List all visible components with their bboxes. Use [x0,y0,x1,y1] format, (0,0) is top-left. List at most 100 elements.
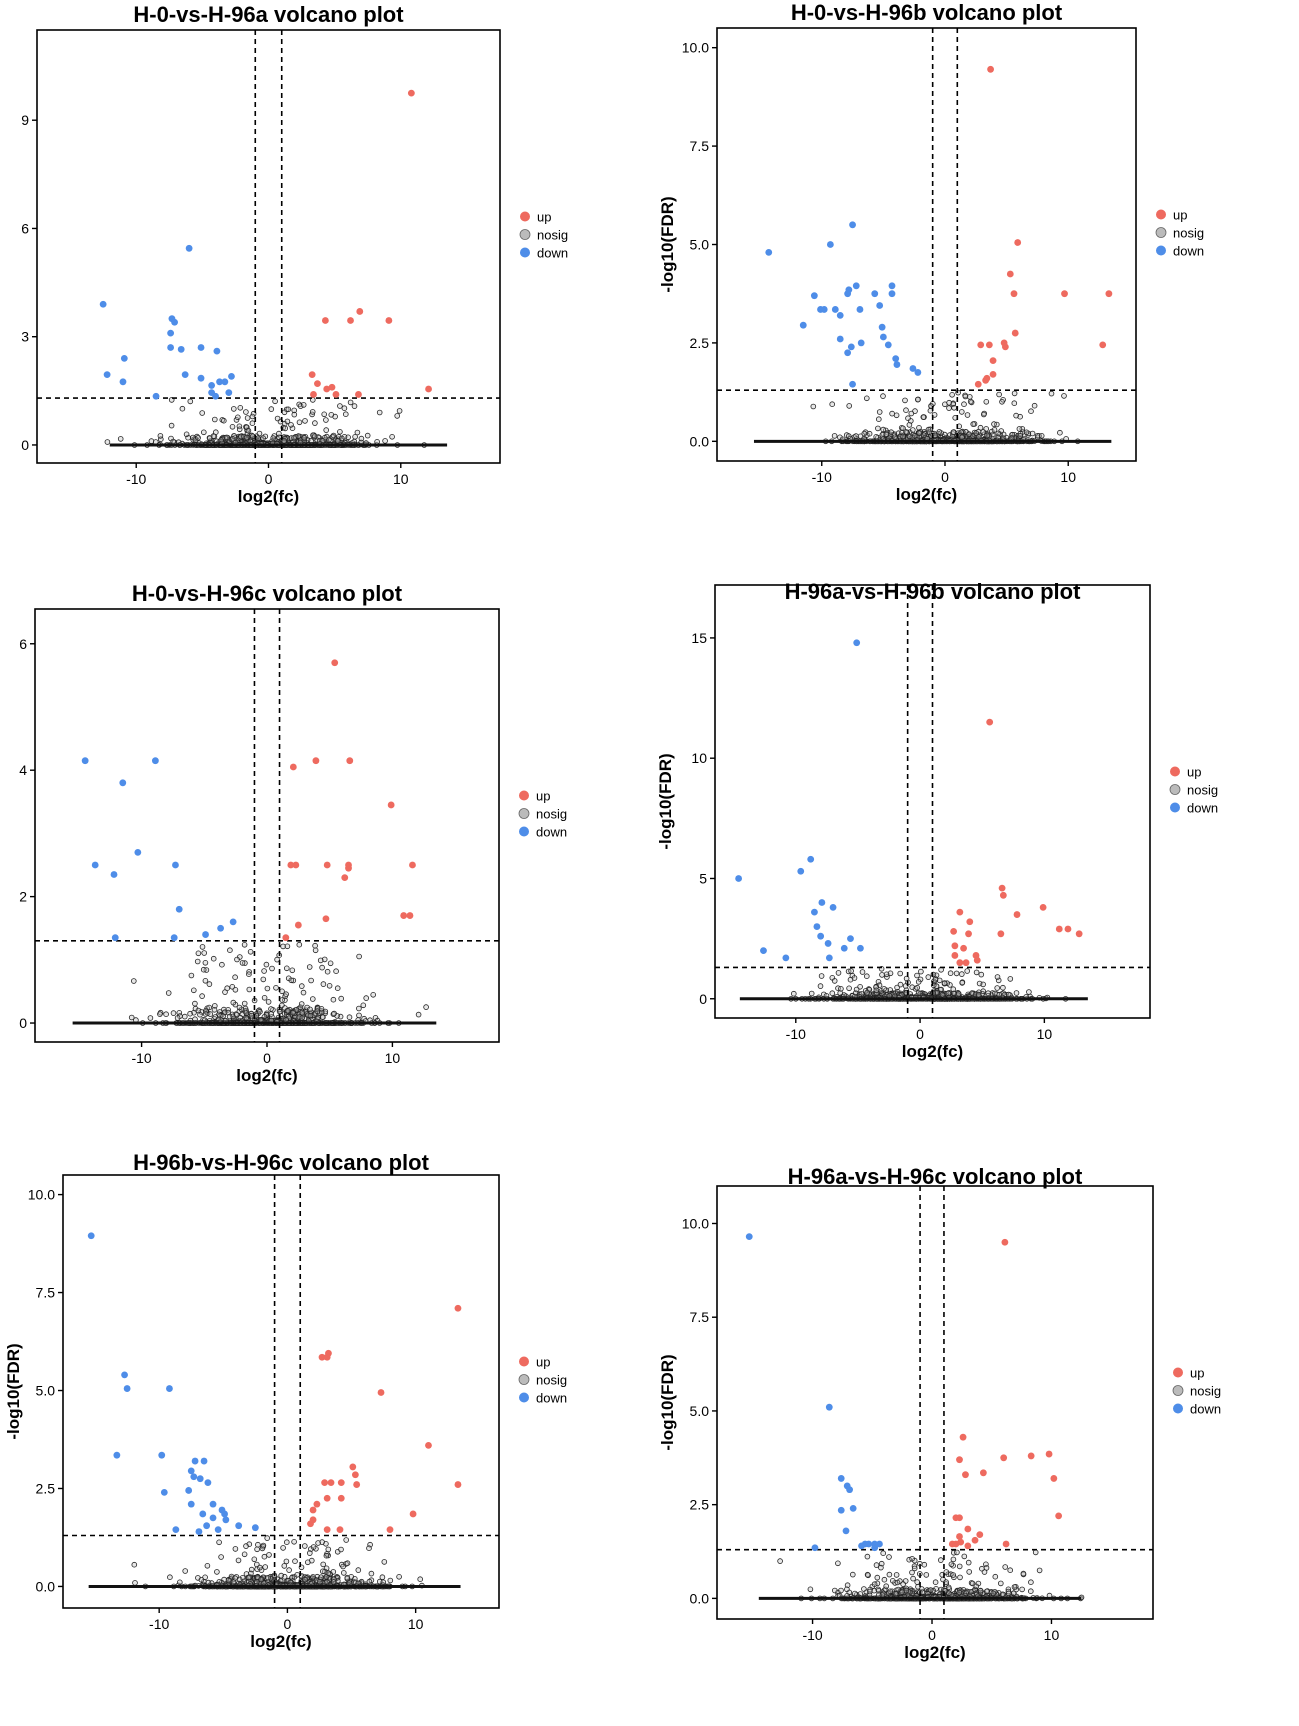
nosig-point [307,1006,313,1013]
nosig-point [246,986,253,993]
nosig-point [925,974,932,980]
nosig-point [211,1006,218,1013]
up-points [974,65,1113,388]
up-point [1075,930,1083,938]
nosig-point [246,1574,252,1581]
down-point [229,918,237,926]
down-point [172,861,179,869]
up-point [1006,270,1014,278]
down-point [888,290,896,298]
down-point [170,934,178,942]
nosig-points [788,965,1069,1002]
down-point [849,221,856,229]
nosig-point [265,1574,271,1581]
volcano-panel-6: H-96a-vs-H-96c volcano plot -10 0 10 0.0 2.5 5… [649,1150,1298,1725]
up-point [331,659,339,667]
nosig-point [914,972,920,979]
up-point [962,959,970,967]
nosig-point [216,1539,222,1546]
up-point [1105,290,1113,298]
nosig-point [837,990,844,996]
nosig-points [777,1549,1085,1602]
x-tick-label: 10 [1060,469,1076,485]
nosig-point [346,1014,353,1021]
volcano-panel-5: H-96b-vs-H-96c volcano plot -10 0 10 0.0 2.5 5… [0,1150,649,1725]
nosig-point [338,995,345,1002]
nosig-point [198,1576,205,1583]
nosig-point [817,983,824,989]
up-point [409,1510,417,1518]
nosig-point [330,996,337,1003]
legend-nosig-marker [518,1374,530,1385]
up-point [951,952,959,959]
nosig-point [991,427,998,433]
nosig-point [128,1014,135,1021]
up-points [308,89,432,398]
nosig-point [880,426,887,433]
down-point [824,940,832,947]
nosig-point [321,411,328,418]
legend-up-label: up [1173,208,1187,223]
nosig-point [194,958,201,965]
up-point [999,891,1007,899]
nosig-point [859,969,866,975]
down-point [876,302,884,309]
nosig-point [199,993,205,999]
up-point [318,1353,326,1361]
nosig-point [964,412,971,418]
nosig-point [846,433,852,439]
up-point [310,391,317,398]
nosig-point [323,417,329,423]
nosig-point [296,419,303,426]
nosig-point [864,395,870,402]
down-point [871,290,879,298]
nosig-point [202,1011,209,1017]
nosig-point [883,971,890,978]
nosig-point [317,957,324,964]
nosig-point [973,430,980,436]
down-point [172,1526,180,1534]
y-tick-label: 10 [691,750,707,766]
x-axis-title: log2(fc) [236,1066,297,1085]
nosig-point [229,423,236,430]
down-point [888,282,896,290]
up-point [956,959,964,967]
nosig-point [1023,429,1030,436]
nosig-point [973,969,980,976]
down-point [187,1500,195,1508]
nosig-point [340,1570,347,1576]
up-point [951,942,959,950]
nosig-point [914,984,921,991]
down-point [765,248,773,256]
nosig-point [220,1013,226,1019]
nosig-point [263,961,270,968]
nosig-point [310,1544,317,1550]
up-point [323,1526,331,1534]
nosig-point [950,986,957,993]
x-tick-label: 0 [284,1616,292,1632]
volcano-chart-svg: H-96a-vs-H-96b volcano plot-10 0 10051015l… [656,579,1218,1061]
nosig-point [1017,433,1024,439]
nosig-point [148,438,155,444]
nosig-point [950,429,957,436]
nosig-point [810,403,817,410]
down-point [199,1510,207,1518]
up-point [341,874,349,882]
nosig-point [338,1546,344,1553]
up-point [377,1389,385,1396]
nosig-point [293,1007,300,1013]
down-point [113,1451,121,1459]
x-tick-label: -10 [126,471,146,487]
nosig-point [260,1542,267,1549]
nosig-points [131,1535,425,1590]
down-point [203,1522,211,1530]
nosig-point [291,407,298,414]
nosig-point [297,1004,304,1011]
nosig-point [326,982,333,989]
nosig-point [265,999,272,1005]
nosig-point [1011,400,1018,407]
nosig-point [964,968,971,974]
nosig-point [258,1576,264,1583]
volcano-chart-svg: H-0-vs-H-96c volcano plot-10 0 100246log2(… [19,581,567,1085]
nosig-point [243,434,250,441]
